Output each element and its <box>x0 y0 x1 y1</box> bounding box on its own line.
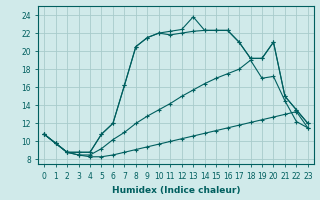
X-axis label: Humidex (Indice chaleur): Humidex (Indice chaleur) <box>112 186 240 195</box>
